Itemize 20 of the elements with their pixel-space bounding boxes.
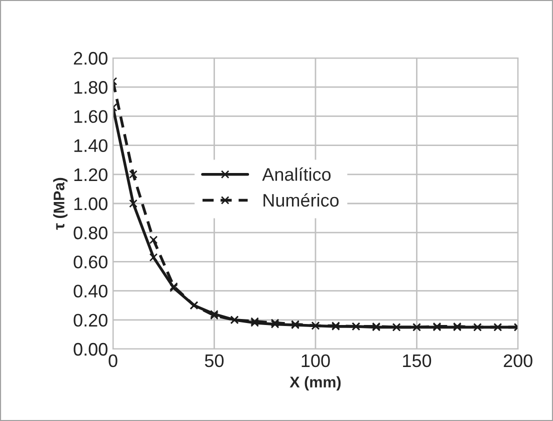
- legend-label: Analítico: [262, 167, 331, 181]
- y-tick-label: 0.40: [74, 284, 108, 298]
- y-tick-label: 0.20: [74, 314, 108, 327]
- x-axis-title: X (mm): [290, 376, 341, 390]
- legend-label: Numérico: [264, 193, 339, 207]
- y-tick-label: 1.00: [74, 197, 108, 210]
- y-tick-label: 0.80: [74, 226, 108, 240]
- y-tick-label: 1.40: [74, 139, 108, 152]
- y-tick-label: 0.60: [74, 256, 108, 268]
- x-tick-label: 150: [403, 354, 432, 368]
- y-tick-label: 1.80: [74, 81, 108, 94]
- y-tick-label: 1.60: [74, 110, 108, 123]
- x-tick-label: 0: [108, 354, 118, 368]
- x-tick-label: 50: [204, 354, 224, 368]
- x-tick-label: 200: [504, 354, 532, 368]
- x-tick-label: 100: [302, 354, 330, 368]
- y-tick-label: 1.20: [74, 168, 108, 182]
- y-tick-label: 2.00: [74, 52, 108, 65]
- y-axis-title: τ (MPa): [53, 178, 68, 230]
- y-tick-label: 0.00: [74, 342, 108, 356]
